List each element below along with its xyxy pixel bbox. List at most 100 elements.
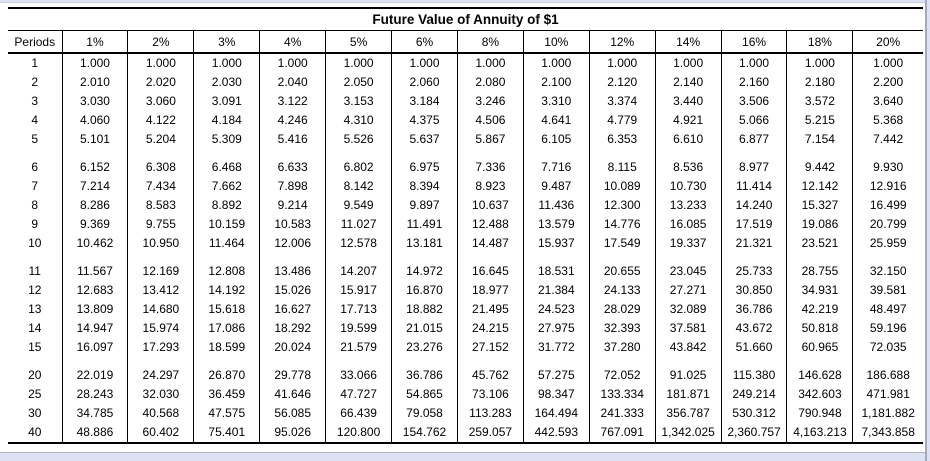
value-cell: 1.000 [193, 53, 261, 73]
value-cell: 12.808 [193, 262, 261, 281]
table-row: 9 9.369 9.755 10.159 10.583 11.027 11.491 12.48… [8, 215, 923, 234]
table-row: 40 48.886 60.402 75.401 95.026 120.800 154.762… [8, 423, 923, 443]
column-header: 5% [325, 31, 393, 54]
value-cell: 14.972 [391, 262, 458, 281]
value-cell: 73.106 [456, 385, 524, 404]
value-cell: 12.916 [852, 177, 923, 196]
value-cell: 3.184 [391, 92, 458, 111]
spacer-cell [61, 253, 129, 262]
spacer-cell [522, 253, 590, 262]
value-cell: 51.660 [720, 338, 788, 357]
spacer-cell [259, 357, 327, 366]
table-row: 25 28.243 32.030 36.459 41.646 47.727 54.865 73… [8, 385, 923, 404]
value-cell: 259.057 [456, 423, 524, 443]
period-cell: 15 [8, 338, 63, 357]
value-cell: 20.799 [852, 215, 923, 234]
value-cell: 2.180 [786, 73, 854, 92]
table-row: 20 22.019 24.297 26.870 29.778 33.066 36.786 45… [8, 366, 923, 385]
spacer-cell [654, 149, 722, 158]
value-cell: 16.499 [852, 196, 923, 215]
value-cell: 72.035 [852, 338, 923, 357]
value-cell: 17.519 [720, 215, 788, 234]
value-cell: 2.120 [588, 73, 656, 92]
value-cell: 21.495 [456, 300, 524, 319]
value-cell: 39.581 [852, 281, 923, 300]
table-title: Future Value of Annuity of $1 [8, 9, 923, 31]
value-cell: 56.085 [259, 404, 327, 423]
value-cell: 249.214 [720, 385, 788, 404]
column-header: 12% [588, 31, 656, 54]
value-cell: 21.384 [522, 281, 590, 300]
column-header: 8% [456, 31, 524, 54]
value-cell: 1.000 [391, 53, 458, 73]
value-cell: 15.618 [193, 300, 261, 319]
value-cell: 8.892 [193, 196, 261, 215]
value-cell: 13.181 [391, 234, 458, 253]
period-cell: 20 [8, 366, 63, 385]
value-cell: 10.950 [127, 234, 195, 253]
value-cell: 18.292 [259, 319, 327, 338]
value-cell: 115.380 [720, 366, 788, 385]
value-cell: 13.412 [127, 281, 195, 300]
value-cell: 25.733 [720, 262, 788, 281]
value-cell: 5.204 [127, 130, 195, 149]
value-cell: 23.521 [786, 234, 854, 253]
value-cell: 4,163.213 [786, 423, 854, 443]
value-cell: 19.086 [786, 215, 854, 234]
value-cell: 41.646 [259, 385, 327, 404]
value-cell: 79.058 [391, 404, 458, 423]
value-cell: 9.487 [522, 177, 590, 196]
column-header: 16% [720, 31, 788, 54]
spacer-cell [193, 149, 261, 158]
value-cell: 60.402 [127, 423, 195, 443]
spacer-row [8, 253, 923, 262]
value-cell: 1.000 [259, 53, 327, 73]
spacer-cell [654, 357, 722, 366]
value-cell: 1.000 [720, 53, 788, 73]
value-cell: 3.374 [588, 92, 656, 111]
value-cell: 15.917 [325, 281, 393, 300]
value-cell: 24.297 [127, 366, 195, 385]
value-cell: 1.000 [852, 53, 923, 73]
value-cell: 3.506 [720, 92, 788, 111]
value-cell: 12.578 [325, 234, 393, 253]
value-cell: 25.959 [852, 234, 923, 253]
spacer-cell [852, 149, 923, 158]
spacer-row [8, 357, 923, 366]
spacer-cell [193, 357, 261, 366]
value-cell: 14.207 [325, 262, 393, 281]
table-row: 5 5.101 5.204 5.309 5.416 5.526 5.637 5.867 6.10… [8, 130, 923, 149]
spacer-cell [786, 149, 854, 158]
value-cell: 34.931 [786, 281, 854, 300]
value-cell: 6.877 [720, 130, 788, 149]
value-cell: 5.066 [720, 111, 788, 130]
value-cell: 2.030 [193, 73, 261, 92]
value-cell: 5.215 [786, 111, 854, 130]
value-cell: 10.089 [588, 177, 656, 196]
spacer-cell [720, 253, 788, 262]
spacer-cell [8, 149, 63, 158]
value-cell: 7.716 [522, 158, 590, 177]
value-cell: 6.353 [588, 130, 656, 149]
value-cell: 20.024 [259, 338, 327, 357]
value-cell: 75.401 [193, 423, 261, 443]
spacer-cell [127, 253, 195, 262]
window-edge-top [0, 0, 930, 3]
spacer-cell [61, 149, 129, 158]
value-cell: 1.000 [588, 53, 656, 73]
value-cell: 13.579 [522, 215, 590, 234]
value-cell: 4.246 [259, 111, 327, 130]
value-cell: 33.066 [325, 366, 393, 385]
value-cell: 790.948 [786, 404, 854, 423]
value-cell: 12.683 [61, 281, 129, 300]
value-cell: 18.882 [391, 300, 458, 319]
value-cell: 10.462 [61, 234, 129, 253]
value-cell: 3.060 [127, 92, 195, 111]
value-cell: 6.610 [654, 130, 722, 149]
value-cell: 5.416 [259, 130, 327, 149]
spacer-cell [325, 357, 393, 366]
value-cell: 4.641 [522, 111, 590, 130]
spacer-cell [522, 149, 590, 158]
value-cell: 32.030 [127, 385, 195, 404]
value-cell: 2.060 [391, 73, 458, 92]
